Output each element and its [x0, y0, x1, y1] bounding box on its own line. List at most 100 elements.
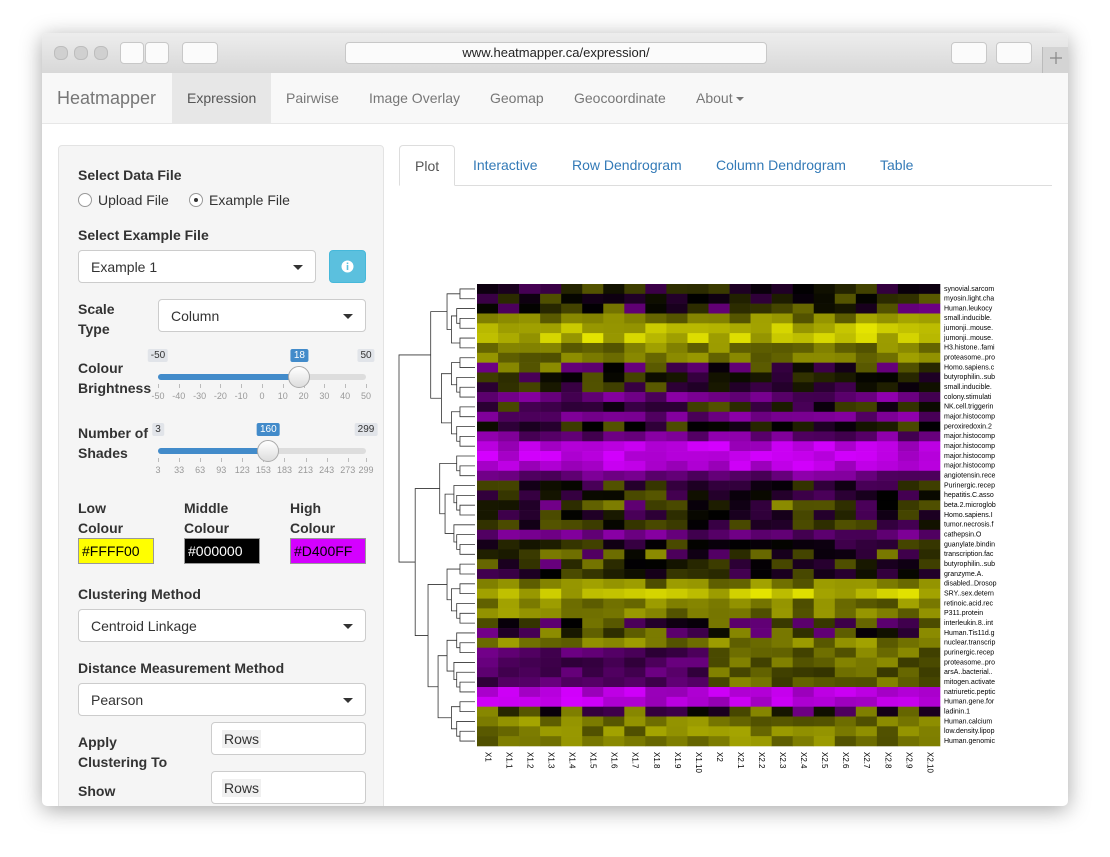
heatmap-cell: [750, 677, 772, 688]
tab[interactable]: Row Dendrogram: [572, 157, 682, 173]
heatmap-cell: [918, 411, 941, 422]
heatmap-cell: [771, 559, 793, 570]
colour-input[interactable]: #D400FF: [290, 538, 366, 564]
heatmap-cell: [519, 618, 541, 629]
heatmap-cell: [771, 382, 793, 393]
heatmap-cell: [540, 480, 562, 491]
heatmap-cell: [645, 480, 667, 491]
heatmap-cell: [876, 677, 899, 688]
heatmap-cell: [918, 628, 941, 639]
address-bar[interactable]: www.heatmapper.ca/expression/: [345, 42, 767, 64]
heatmap-cell: [792, 372, 815, 383]
text-input[interactable]: Rows: [211, 771, 366, 804]
tab[interactable]: Plot: [399, 145, 456, 186]
dendrogram-branch: [439, 462, 457, 515]
heatmap-cell: [477, 726, 499, 737]
heatmap-cell: [729, 293, 751, 304]
field-label: Number of Shades: [78, 425, 148, 461]
radio-label[interactable]: Upload File: [98, 192, 169, 208]
brand[interactable]: Heatmapper: [57, 88, 157, 108]
heatmap-cell: [666, 726, 688, 737]
heatmap-cell: [792, 490, 815, 501]
nav-item[interactable]: Pairwise: [286, 90, 339, 106]
slider-tick-label: 40: [340, 391, 351, 401]
select-box[interactable]: Pearson: [78, 683, 366, 716]
back-button[interactable]: [120, 42, 144, 64]
heatmap-cell: [876, 628, 899, 639]
heatmap-cell: [771, 578, 793, 590]
nav-item[interactable]: Geocoordinate: [574, 90, 666, 106]
colour-input[interactable]: #000000: [184, 538, 260, 564]
tabs-button[interactable]: [996, 42, 1032, 64]
heatmap-cell: [666, 628, 688, 639]
heatmap-cell: [729, 303, 751, 314]
column-label: X2.2: [757, 752, 766, 769]
heatmap-cell: [645, 284, 667, 295]
select-box[interactable]: Centroid Linkage: [78, 609, 366, 642]
share-button[interactable]: [951, 42, 987, 64]
heatmap-cell: [561, 549, 583, 560]
sidebar-button[interactable]: [182, 42, 218, 64]
heatmap-cell: [498, 667, 520, 678]
heatmap-cell: [477, 687, 499, 698]
zoom-button[interactable]: [94, 46, 108, 60]
text-input[interactable]: Rows: [211, 722, 366, 755]
heatmap-cell: [540, 618, 562, 629]
heatmap-cell: [645, 500, 667, 511]
forward-button[interactable]: [145, 42, 169, 64]
row-label: arsA..bacterial..: [944, 669, 993, 676]
heatmap-cell: [918, 313, 941, 324]
new-tab-button[interactable]: [1042, 47, 1068, 73]
slider-handle[interactable]: [288, 366, 311, 388]
tab[interactable]: Interactive: [473, 157, 538, 173]
minimize-button[interactable]: [74, 46, 88, 60]
slider-handle[interactable]: [257, 440, 280, 462]
radio-button[interactable]: [78, 193, 92, 207]
heatmap-cell: [624, 736, 646, 747]
heatmap-cell: [498, 323, 520, 334]
heatmap-cell: [918, 480, 941, 491]
field-label: Select Example File: [78, 227, 209, 243]
dendrogram-branch: [456, 455, 475, 472]
nav-item[interactable]: Image Overlay: [369, 90, 461, 106]
close-button[interactable]: [54, 46, 68, 60]
heatmap-cell: [771, 510, 793, 521]
nav-item[interactable]: About: [681, 73, 759, 123]
heatmap-cell: [477, 293, 499, 304]
heatmap-cell: [897, 333, 920, 344]
heatmap-cell: [729, 382, 751, 393]
slider-tick: [199, 384, 201, 388]
select-box[interactable]: Column: [158, 299, 366, 332]
heatmap-cell: [813, 608, 836, 619]
select-box[interactable]: Example 1: [78, 250, 316, 283]
heatmap-cell: [582, 519, 604, 531]
heatmap-cell: [603, 608, 625, 619]
heatmap-cell: [792, 470, 815, 481]
heatmap-cell: [561, 637, 583, 649]
radio-label[interactable]: Example File: [209, 192, 290, 208]
dendrogram-branch: [456, 376, 475, 393]
heatmap-cell: [897, 657, 920, 668]
radio-button[interactable]: [189, 193, 203, 207]
heatmap-cell: [666, 352, 688, 363]
nav-item[interactable]: Expression: [172, 73, 272, 123]
heatmap-cell: [771, 657, 793, 668]
info-button[interactable]: [329, 250, 366, 283]
tab[interactable]: Column Dendrogram: [716, 157, 846, 173]
heatmap-cell: [519, 431, 541, 442]
heatmap-cell: [750, 510, 772, 521]
heatmap-cell: [750, 667, 772, 678]
heatmap-cell: [855, 293, 878, 304]
heatmap-cell: [813, 588, 836, 599]
heatmap-cell: [750, 362, 772, 373]
heatmap-cell: [561, 421, 583, 432]
heatmap-cell: [603, 352, 625, 363]
tab[interactable]: Table: [880, 157, 914, 173]
heatmap-cell: [750, 284, 772, 295]
heatmap-cell: [624, 696, 646, 707]
heatmap-cell: [498, 500, 520, 511]
nav-item[interactable]: Geomap: [490, 90, 544, 106]
heatmap-cell: [813, 667, 836, 678]
heatmap-cell: [624, 716, 646, 727]
colour-input[interactable]: #FFFF00: [78, 538, 154, 564]
